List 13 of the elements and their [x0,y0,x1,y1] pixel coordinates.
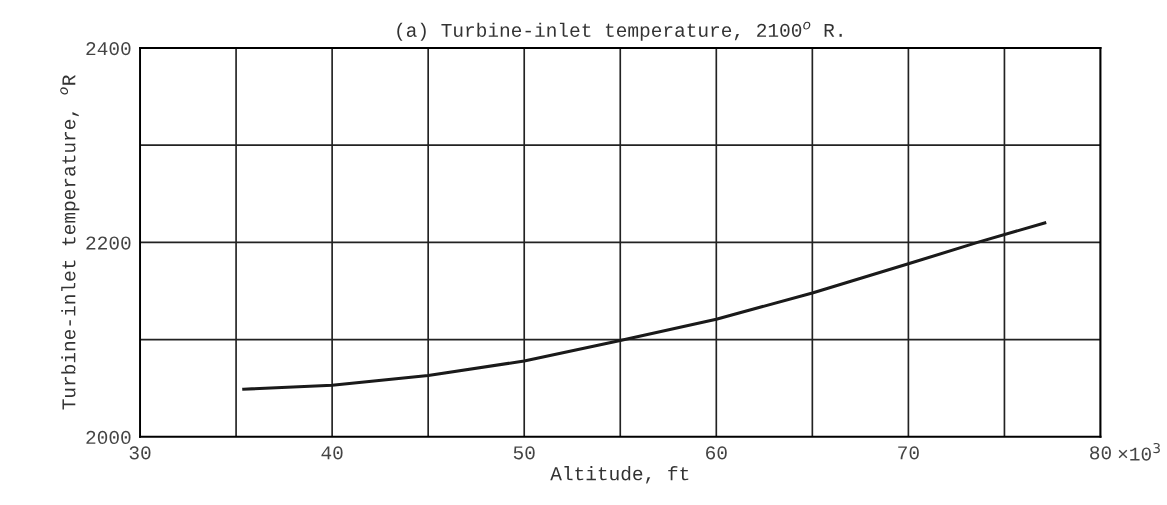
y-tick-label: 2400 [86,42,131,56]
x-tick-label: 50 [513,446,535,460]
y-tick-label: 2000 [86,430,131,445]
x-tick-label: 80 [1090,446,1111,460]
x-axis-title: Altitude, ft [550,466,689,484]
x-tick-label: 70 [898,446,919,460]
chart-title: (a) Turbine-inlet temperature, 2100$^{o}$ R. [397,21,842,41]
text: ×10$^{3}$ [1118,442,1160,461]
y-tick-label: 2200 [86,236,131,250]
x-tick-label: 30 [129,446,151,460]
y-axis-title: Turbine-inlet temperature, $^{o}$R [60,75,80,410]
x-tick-label: 40 [321,446,343,460]
x-tick-label: 60 [706,446,727,460]
